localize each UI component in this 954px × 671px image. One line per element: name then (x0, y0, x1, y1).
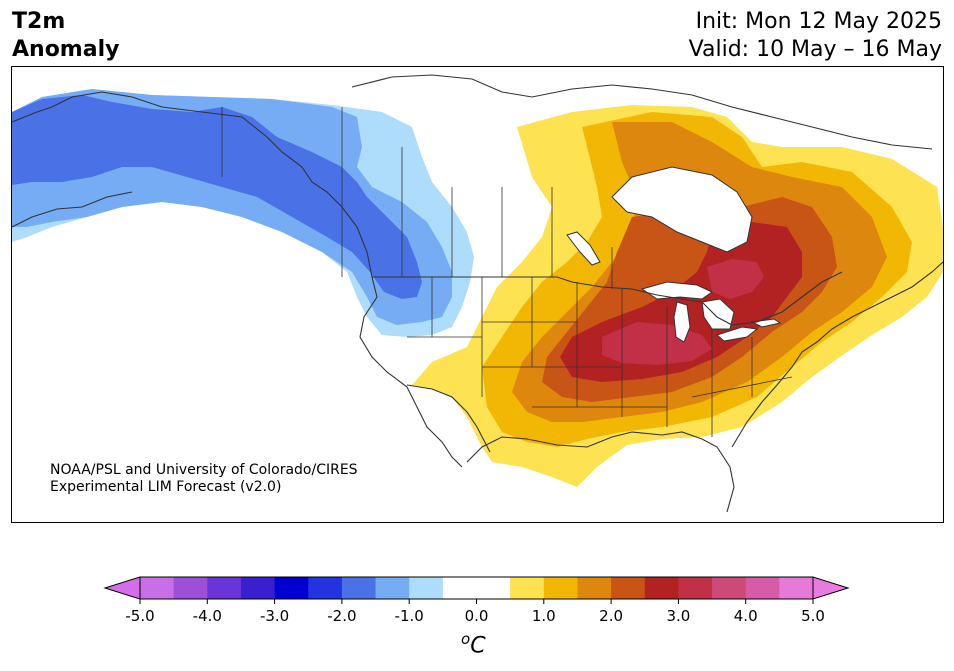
lake-ontario (750, 318, 782, 328)
valid-range: Valid: 10 May – 16 May (688, 37, 942, 62)
warm-anomaly-field (412, 105, 943, 487)
colorbar-tick-label: -5.0 (125, 607, 154, 625)
colorbar-tick-label: -1.0 (395, 607, 424, 625)
map-canvas (12, 74, 943, 513)
colorbar-box (476, 577, 511, 599)
colorbar-ticks: -5.0 -4.0 -3.0 -2.0 -1.0 0.0 1.0 2.0 3.0 4.0 5.0 (125, 599, 825, 625)
colorbar-box (712, 577, 747, 599)
credit-line-1: NOAA/PSL and University of Colorado/CIRE… (50, 462, 358, 478)
unit-degree: o (461, 630, 471, 648)
colorbar: -5.0 -4.0 -3.0 -2.0 -1.0 0.0 1.0 2.0 3.0 4.0 5.0 (103, 576, 850, 625)
credit-text: NOAA/PSL and University of Colorado/CIRE… (50, 462, 358, 496)
forecast-dates: Init: Mon 12 May 2025 Valid: 10 May – 16… (689, 8, 942, 64)
lake-michigan (673, 301, 691, 343)
colorbar-box (611, 577, 646, 599)
colorbar-tick-label: 3.0 (666, 607, 690, 625)
colorbar-box (779, 577, 814, 599)
colorbar-tick-label: 1.0 (532, 607, 556, 625)
hudson-bay (611, 166, 753, 253)
cold-anomaly-field (12, 89, 474, 337)
colorbar-box (409, 577, 444, 599)
lake-erie (715, 326, 759, 342)
province-lines (221, 107, 613, 289)
colorbar-box (173, 577, 208, 599)
boundaries (12, 74, 943, 513)
map-title: T2m Anomaly (12, 8, 119, 64)
colorbar-box (375, 577, 410, 599)
colorbar-tick-label: 0.0 (465, 607, 489, 625)
gulf-coast (466, 431, 735, 513)
colorbar-box (140, 577, 175, 599)
unit-letter: C (470, 633, 486, 659)
us-canada-border (372, 271, 843, 326)
credit-line-2: Experimental LIM Forecast (v2.0) (50, 479, 282, 495)
colorbar-extend-under (103, 576, 141, 600)
cold-2-region (12, 95, 422, 299)
lake-winnipeg (566, 231, 601, 266)
warm-3-5-region (602, 259, 764, 365)
arctic-coast (351, 74, 933, 150)
colorbar-boxes (140, 577, 814, 599)
colorbar-box (442, 577, 477, 599)
init-date: Init: Mon 12 May 2025 (695, 9, 942, 34)
title-line-2: Anomaly (12, 37, 120, 62)
water-bodies (566, 166, 782, 343)
colorbar-tick-label: 4.0 (734, 607, 758, 625)
colorbar-box (274, 577, 309, 599)
colorbar-tick-label: 2.0 (599, 607, 623, 625)
colorbar-box (543, 577, 578, 599)
colorbar-tick-label: -4.0 (193, 607, 222, 625)
colorbar-box (308, 577, 343, 599)
colorbar-extend-over (812, 576, 850, 600)
colorbar-box (644, 577, 679, 599)
us-mexico-border (406, 384, 491, 453)
colorbar-tick-label: 5.0 (801, 607, 825, 625)
alaska-peninsula (12, 191, 133, 228)
anomaly-map: NOAA/PSL and University of Colorado/CIRE… (11, 66, 944, 523)
title-line-1: T2m (12, 9, 66, 34)
colorbar-box (240, 577, 276, 599)
colorbar-box (207, 577, 242, 599)
colorbar-unit: oC (461, 630, 486, 658)
colorbar-box (745, 577, 780, 599)
colorbar-box (577, 577, 612, 599)
colorbar-tick-label: -3.0 (260, 607, 289, 625)
colorbar-box (510, 577, 545, 599)
colorbar-box (341, 577, 377, 599)
colorbar-box (678, 577, 713, 599)
colorbar-tick-label: -2.0 (327, 607, 356, 625)
lake-superior (640, 281, 713, 300)
atlantic-coast (731, 261, 943, 448)
state-lines (407, 277, 793, 437)
